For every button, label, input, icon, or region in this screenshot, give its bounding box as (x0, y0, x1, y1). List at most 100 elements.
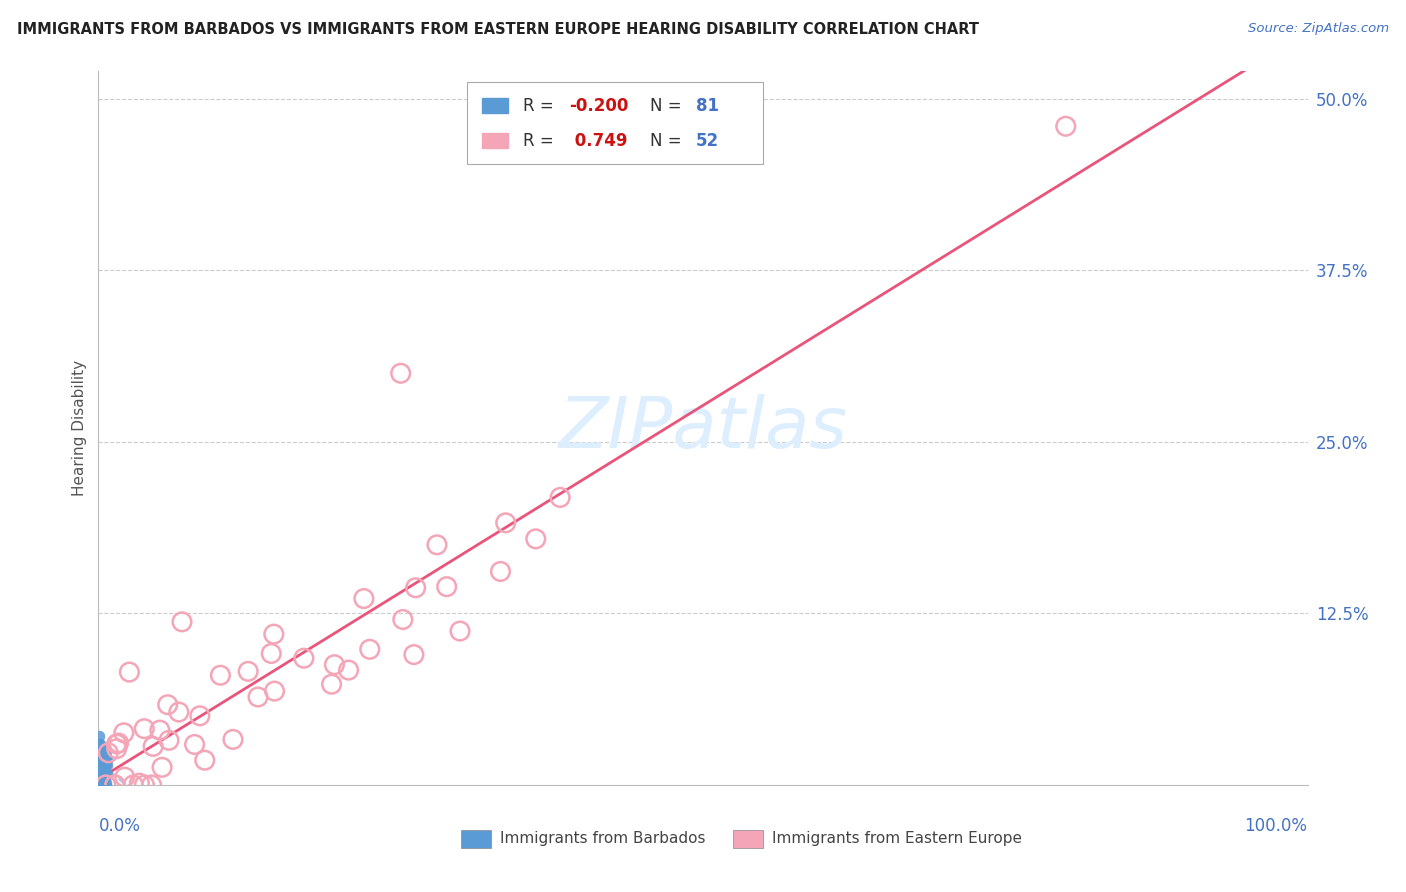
Point (90, 751, 112, 765)
Point (91, 764, 114, 778)
Text: 0.0%: 0.0% (98, 817, 141, 835)
Point (94, 742, 117, 756)
Point (90, 756, 112, 770)
Point (91, 761, 114, 775)
Point (104, 778, 127, 792)
Point (238, 665, 260, 679)
Bar (734, 830, 763, 847)
Text: ZIPatlas: ZIPatlas (558, 393, 848, 463)
Point (89, 760, 111, 774)
Point (150, 760, 173, 774)
Point (90, 757, 112, 772)
Text: Immigrants from Barbados: Immigrants from Barbados (501, 831, 706, 846)
Point (90, 762, 112, 776)
Point (90, 748, 112, 763)
Point (426, 538, 449, 552)
Point (321, 677, 343, 691)
Text: Immigrants from Eastern Europe: Immigrants from Eastern Europe (772, 831, 1022, 846)
Point (93, 757, 115, 772)
Point (323, 657, 346, 672)
Text: R =: R = (523, 96, 558, 114)
Point (260, 647, 283, 661)
Point (89, 762, 111, 776)
Point (263, 627, 285, 641)
Text: N =: N = (650, 132, 686, 150)
Point (94, 749, 117, 764)
Point (89, 753, 111, 767)
Point (91, 762, 114, 776)
Point (449, 624, 471, 638)
FancyBboxPatch shape (467, 82, 763, 164)
Point (87, 764, 110, 779)
Point (90, 753, 112, 767)
Point (93, 753, 115, 767)
Point (89, 754, 111, 768)
Point (134, 722, 156, 736)
Point (89, 756, 111, 771)
Point (91, 755, 114, 769)
Point (89, 763, 111, 777)
Point (436, 580, 458, 594)
Point (90, 751, 112, 765)
Point (292, 651, 315, 665)
Point (87, 763, 110, 777)
Point (167, 705, 190, 719)
Point (96, 743, 118, 757)
Point (402, 648, 425, 662)
Point (94, 752, 117, 766)
Point (87, 737, 110, 751)
Point (90, 773, 112, 788)
Point (1054, 120, 1077, 134)
Text: 81: 81 (696, 96, 718, 114)
Bar (461, 830, 492, 847)
Point (90, 755, 112, 769)
Point (90, 746, 112, 760)
Point (128, 776, 150, 790)
Bar (482, 98, 509, 113)
Text: N =: N = (650, 96, 686, 114)
Point (89, 752, 111, 766)
Point (90, 759, 112, 773)
Point (134, 778, 156, 792)
Point (89, 756, 111, 770)
Point (141, 778, 163, 792)
Point (105, 737, 128, 751)
Point (96, 757, 118, 772)
Point (91, 761, 114, 775)
Point (91, 764, 114, 778)
Point (194, 753, 217, 767)
Text: Source: ZipAtlas.com: Source: ZipAtlas.com (1249, 22, 1389, 36)
Point (94, 768, 117, 782)
Point (209, 668, 232, 682)
Point (93, 755, 115, 769)
Point (87, 738, 110, 752)
Point (89, 758, 111, 772)
Point (112, 726, 135, 740)
Point (489, 565, 512, 579)
Point (107, 736, 129, 750)
Point (157, 733, 180, 747)
Point (90, 764, 112, 778)
Point (89, 758, 111, 772)
Point (87, 745, 110, 759)
Text: R =: R = (523, 132, 558, 150)
Point (96, 753, 118, 767)
Point (183, 738, 205, 752)
Point (87, 729, 110, 743)
Point (122, 778, 145, 792)
Point (87, 747, 110, 762)
Point (118, 665, 141, 679)
Point (97, 746, 120, 760)
Point (93, 753, 115, 767)
Point (87, 768, 110, 782)
Text: IMMIGRANTS FROM BARBADOS VS IMMIGRANTS FROM EASTERN EUROPE HEARING DISABILITY CO: IMMIGRANTS FROM BARBADOS VS IMMIGRANTS F… (17, 22, 979, 37)
Text: 0.749: 0.749 (569, 132, 627, 150)
Point (93, 748, 115, 763)
Point (91, 778, 114, 792)
Point (91, 759, 114, 773)
Point (114, 770, 136, 784)
Text: 52: 52 (696, 132, 718, 150)
Point (90, 763, 112, 777)
Point (524, 532, 547, 546)
Point (359, 642, 381, 657)
